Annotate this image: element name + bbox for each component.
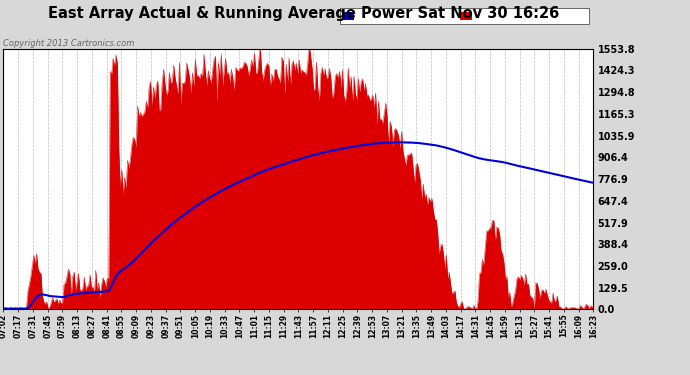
Text: Copyright 2013 Cartronics.com: Copyright 2013 Cartronics.com	[3, 39, 135, 48]
Text: East Array Actual & Running Average Power Sat Nov 30 16:26: East Array Actual & Running Average Powe…	[48, 6, 559, 21]
Legend: Average  (DC Watts), East Array  (DC Watts): Average (DC Watts), East Array (DC Watts…	[339, 8, 589, 24]
